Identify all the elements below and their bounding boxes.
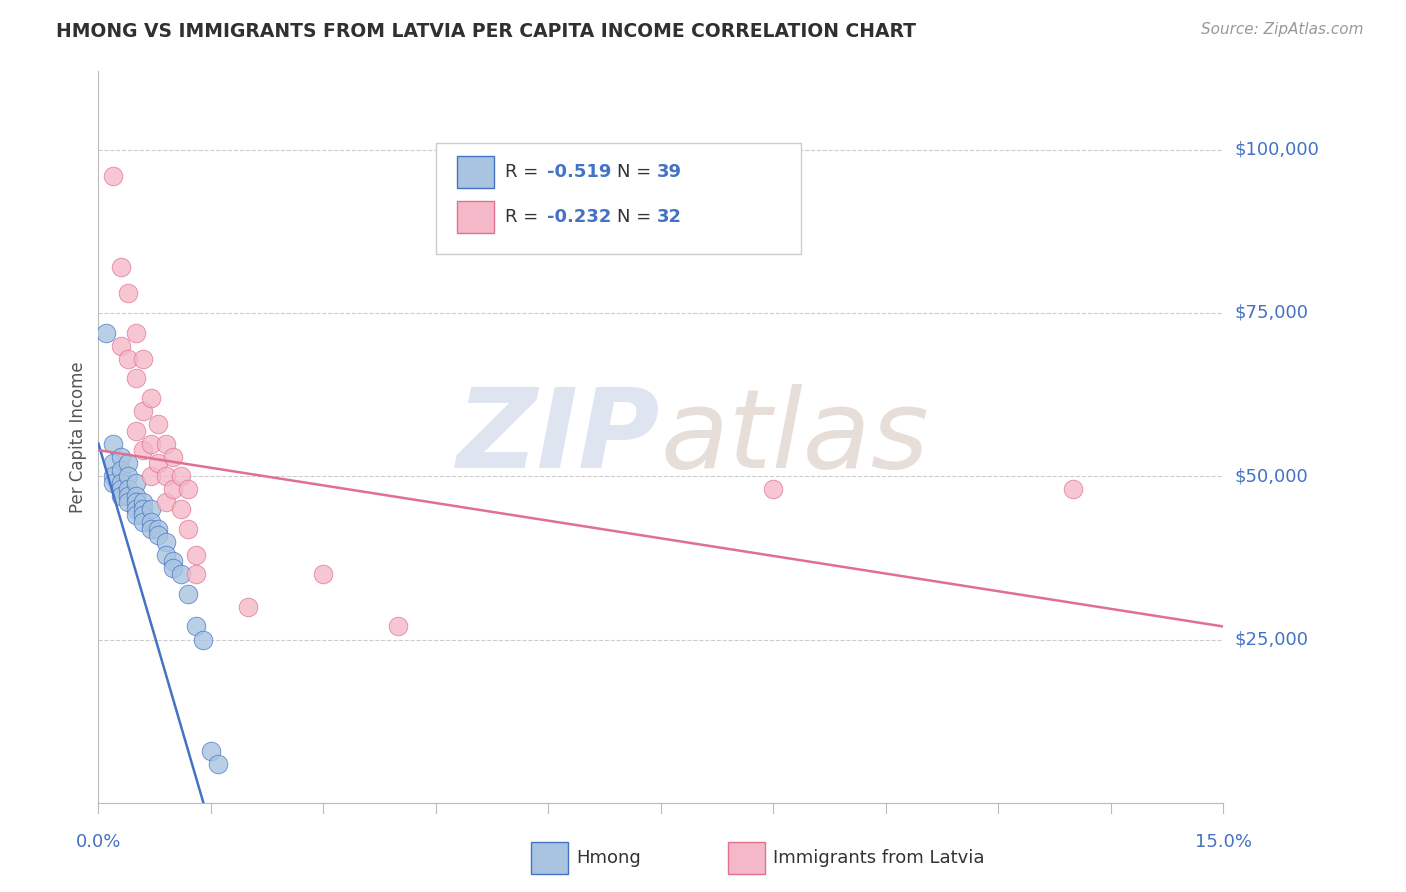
Text: Immigrants from Latvia: Immigrants from Latvia bbox=[773, 849, 984, 867]
Text: Source: ZipAtlas.com: Source: ZipAtlas.com bbox=[1201, 22, 1364, 37]
Text: -0.232: -0.232 bbox=[547, 208, 612, 226]
Text: $100,000: $100,000 bbox=[1234, 141, 1319, 159]
Text: R =: R = bbox=[505, 163, 544, 181]
Point bbox=[155, 534, 177, 549]
Point bbox=[177, 521, 200, 535]
Point bbox=[132, 502, 155, 516]
Point bbox=[148, 417, 170, 431]
Point bbox=[139, 521, 162, 535]
Point bbox=[110, 475, 132, 490]
Point bbox=[170, 567, 193, 582]
Point bbox=[312, 567, 335, 582]
Point bbox=[125, 508, 148, 523]
Point bbox=[103, 436, 125, 450]
Point bbox=[170, 502, 193, 516]
Point bbox=[177, 587, 200, 601]
Point bbox=[125, 489, 148, 503]
Point bbox=[162, 450, 184, 464]
Point bbox=[193, 632, 215, 647]
Point bbox=[387, 619, 409, 633]
Text: $25,000: $25,000 bbox=[1234, 631, 1309, 648]
Point bbox=[117, 351, 139, 366]
Point bbox=[103, 456, 125, 470]
Point bbox=[184, 548, 207, 562]
Text: R =: R = bbox=[505, 208, 544, 226]
Point bbox=[132, 443, 155, 458]
Point bbox=[125, 502, 148, 516]
Point bbox=[110, 463, 132, 477]
Point bbox=[148, 528, 170, 542]
Point bbox=[125, 371, 148, 385]
Point bbox=[117, 483, 139, 497]
Point bbox=[125, 326, 148, 340]
Text: $75,000: $75,000 bbox=[1234, 304, 1309, 322]
Point bbox=[155, 469, 177, 483]
Point bbox=[1062, 483, 1084, 497]
Text: -0.519: -0.519 bbox=[547, 163, 612, 181]
Text: atlas: atlas bbox=[661, 384, 929, 491]
Point bbox=[207, 756, 229, 771]
Point bbox=[110, 489, 132, 503]
Point bbox=[110, 450, 132, 464]
Point bbox=[94, 326, 117, 340]
Point bbox=[155, 495, 177, 509]
Point bbox=[117, 456, 139, 470]
Point bbox=[139, 502, 162, 516]
Point bbox=[110, 260, 132, 275]
Text: N =: N = bbox=[617, 163, 657, 181]
Text: 39: 39 bbox=[657, 163, 682, 181]
Text: N =: N = bbox=[617, 208, 657, 226]
Point bbox=[139, 469, 162, 483]
Point bbox=[155, 548, 177, 562]
Point bbox=[170, 469, 193, 483]
Point bbox=[162, 554, 184, 568]
Point bbox=[139, 436, 162, 450]
Point bbox=[177, 483, 200, 497]
Point bbox=[162, 483, 184, 497]
Point bbox=[155, 436, 177, 450]
Text: 15.0%: 15.0% bbox=[1195, 833, 1251, 851]
Point bbox=[117, 495, 139, 509]
Text: 32: 32 bbox=[657, 208, 682, 226]
Y-axis label: Per Capita Income: Per Capita Income bbox=[69, 361, 87, 513]
Point bbox=[125, 475, 148, 490]
Point bbox=[132, 351, 155, 366]
Point bbox=[132, 404, 155, 418]
Point bbox=[148, 456, 170, 470]
Point bbox=[132, 515, 155, 529]
Text: $50,000: $50,000 bbox=[1234, 467, 1308, 485]
Point bbox=[184, 619, 207, 633]
Point bbox=[132, 495, 155, 509]
Point bbox=[117, 286, 139, 301]
Text: HMONG VS IMMIGRANTS FROM LATVIA PER CAPITA INCOME CORRELATION CHART: HMONG VS IMMIGRANTS FROM LATVIA PER CAPI… bbox=[56, 22, 917, 41]
Point bbox=[238, 599, 260, 614]
Point bbox=[110, 483, 132, 497]
Point bbox=[762, 483, 785, 497]
Point bbox=[125, 424, 148, 438]
Point bbox=[117, 469, 139, 483]
Point bbox=[162, 560, 184, 574]
Point bbox=[132, 508, 155, 523]
Point bbox=[200, 743, 222, 757]
Point bbox=[110, 338, 132, 352]
Text: 0.0%: 0.0% bbox=[76, 833, 121, 851]
Text: ZIP: ZIP bbox=[457, 384, 661, 491]
Text: Hmong: Hmong bbox=[576, 849, 641, 867]
Point bbox=[139, 515, 162, 529]
Point bbox=[117, 489, 139, 503]
Point bbox=[148, 521, 170, 535]
Point bbox=[139, 391, 162, 405]
Point bbox=[125, 495, 148, 509]
Point bbox=[103, 469, 125, 483]
Point bbox=[184, 567, 207, 582]
Point bbox=[103, 475, 125, 490]
Point bbox=[103, 169, 125, 183]
